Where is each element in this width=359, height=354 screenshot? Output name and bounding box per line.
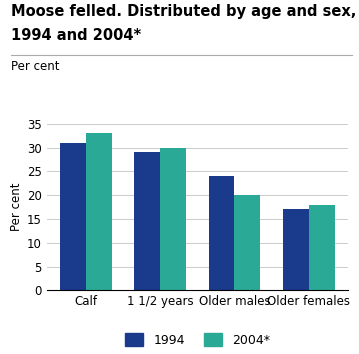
Legend: 1994, 2004*: 1994, 2004* — [125, 333, 270, 347]
Bar — [86, 133, 112, 290]
Bar — [234, 195, 260, 290]
Y-axis label: Per cent: Per cent — [10, 183, 23, 232]
Bar — [135, 153, 160, 290]
Bar — [309, 205, 335, 290]
Bar — [60, 143, 86, 290]
Text: Moose felled. Distributed by age and sex, per cent.: Moose felled. Distributed by age and sex… — [11, 4, 359, 18]
Text: Per cent: Per cent — [11, 60, 59, 73]
Bar — [160, 148, 186, 290]
Text: 1994 and 2004*: 1994 and 2004* — [11, 28, 141, 43]
Bar — [209, 176, 234, 290]
Bar — [283, 210, 309, 290]
